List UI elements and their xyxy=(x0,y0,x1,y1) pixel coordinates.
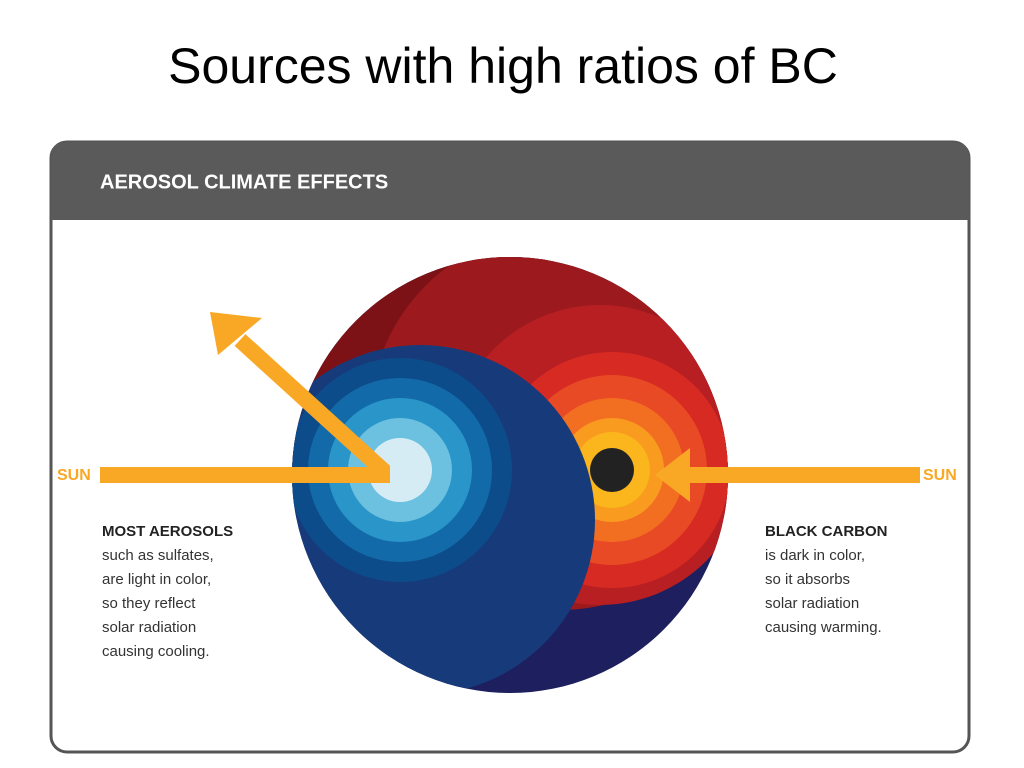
left-note: MOST AEROSOLS such as sulfates, are light … xyxy=(102,523,233,660)
note-line: such as sulfates, xyxy=(102,547,214,564)
note-line: causing warming. xyxy=(765,619,882,636)
absorbed-arrowhead xyxy=(655,448,690,502)
sun-label: SUN xyxy=(57,467,91,484)
note-heading: BLACK CARBON xyxy=(765,523,888,540)
sun-label: SUN xyxy=(923,467,957,484)
note-line: causing cooling. xyxy=(102,643,210,660)
note-line: solar radiation xyxy=(102,619,196,636)
reflected-ray xyxy=(234,334,391,478)
panel-title: AEROSOL CLIMATE EFFECTS xyxy=(100,171,388,193)
sun-ray-left xyxy=(100,467,390,483)
sun-ray-right xyxy=(685,467,920,483)
note-line: is dark in color, xyxy=(765,547,865,564)
note-heading: MOST AEROSOLS xyxy=(102,523,233,540)
note-line: are light in color, xyxy=(102,571,211,588)
reflected-arrowhead xyxy=(210,312,262,355)
right-note: BLACK CARBON is dark in color, so it absor… xyxy=(765,523,888,636)
panel-header xyxy=(51,142,969,220)
note-line: solar radiation xyxy=(765,595,859,612)
note-line: so it absorbs xyxy=(765,571,850,588)
note-line: so they reflect xyxy=(102,595,196,612)
slide-title: Sources with high ratios of BC xyxy=(168,38,838,94)
